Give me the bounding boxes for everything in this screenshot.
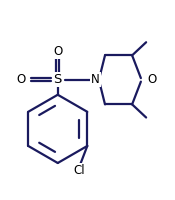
- Text: O: O: [53, 45, 62, 58]
- Text: N: N: [91, 73, 100, 86]
- Text: Cl: Cl: [74, 164, 85, 177]
- Text: S: S: [54, 73, 62, 86]
- Text: O: O: [147, 73, 156, 86]
- Text: O: O: [16, 73, 25, 86]
